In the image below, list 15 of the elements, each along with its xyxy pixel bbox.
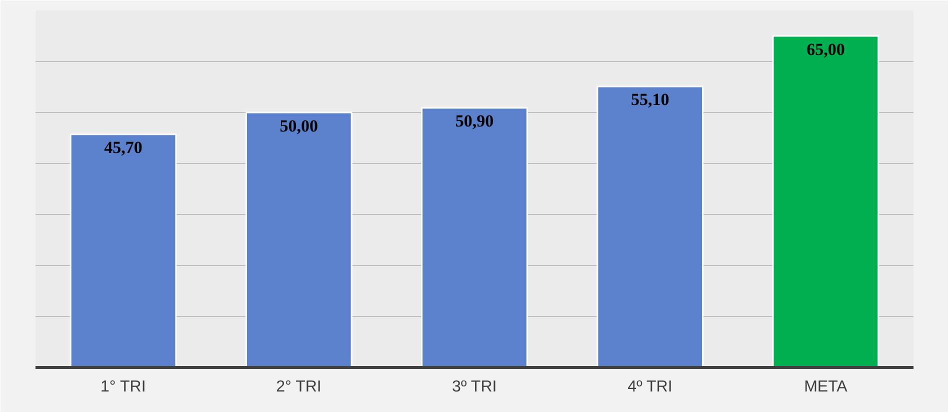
x-tick-label: 2° TRI: [276, 378, 322, 396]
bar: [421, 107, 528, 368]
data-label: 45,70: [104, 138, 142, 158]
bar: [70, 134, 177, 368]
x-tick-label: 3º TRI: [452, 378, 497, 396]
x-tick-label: 1° TRI: [100, 378, 146, 396]
data-label: 50,00: [280, 116, 318, 136]
data-label: 50,90: [455, 112, 494, 131]
bar: [772, 35, 880, 368]
x-tick-label: META: [804, 378, 848, 396]
bar: [596, 86, 704, 368]
bar: [245, 112, 352, 368]
data-label: 65,00: [806, 40, 845, 59]
data-label: 55,10: [630, 90, 670, 110]
x-tick-label: 4º TRI: [628, 378, 672, 396]
